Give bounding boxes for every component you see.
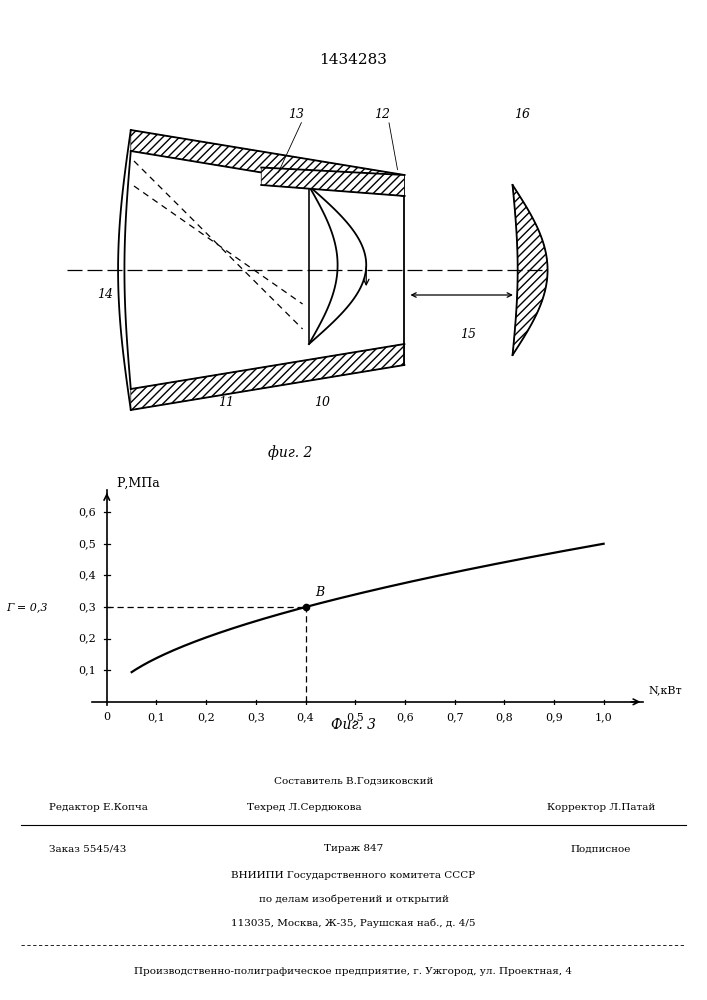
Text: 0,1: 0,1 [148, 712, 165, 722]
Text: 0,5: 0,5 [78, 539, 96, 549]
Text: 1434283: 1434283 [320, 53, 387, 67]
Text: 1,0: 1,0 [595, 712, 612, 722]
Text: 0,5: 0,5 [346, 712, 364, 722]
Text: 15: 15 [460, 328, 476, 342]
Text: Техред Л.Сердюкова: Техред Л.Сердюкова [247, 804, 361, 812]
Text: Подписное: Подписное [571, 844, 631, 853]
Text: 0,3: 0,3 [247, 712, 264, 722]
Text: 0,1: 0,1 [78, 665, 96, 675]
Text: 0: 0 [103, 712, 110, 722]
Text: Редактор Е.Копча: Редактор Е.Копча [49, 804, 148, 812]
Text: 13: 13 [288, 108, 304, 121]
Text: фиг. 2: фиг. 2 [268, 445, 312, 460]
Text: ВНИИПИ Государственного комитета СССР: ВНИИПИ Государственного комитета СССР [231, 871, 476, 880]
Text: 113035, Москва, Ж-35, Раушская наб., д. 4/5: 113035, Москва, Ж-35, Раушская наб., д. … [231, 918, 476, 928]
Text: Тираж 847: Тираж 847 [324, 844, 383, 853]
Text: 16: 16 [514, 108, 530, 121]
Text: 0,9: 0,9 [545, 712, 563, 722]
Text: 0,6: 0,6 [396, 712, 414, 722]
Text: 0,8: 0,8 [496, 712, 513, 722]
Text: 0,3: 0,3 [78, 602, 96, 612]
Text: 10: 10 [314, 396, 329, 409]
Text: N,кВт: N,кВт [648, 686, 682, 696]
Polygon shape [131, 130, 404, 196]
Text: Составитель В.Годзиковский: Составитель В.Годзиковский [274, 777, 433, 786]
Polygon shape [262, 167, 404, 196]
Text: Заказ 5545/43: Заказ 5545/43 [49, 844, 127, 853]
Text: Фиг. 3: Фиг. 3 [331, 718, 376, 732]
Text: Р,МПа: Р,МПа [117, 477, 160, 490]
Text: 0,2: 0,2 [78, 634, 96, 644]
Text: Корректор Л.Патай: Корректор Л.Патай [547, 804, 655, 812]
Text: Г = 0,3: Г = 0,3 [6, 602, 47, 612]
Text: 0,4: 0,4 [297, 712, 315, 722]
Text: 0,6: 0,6 [78, 507, 96, 517]
Polygon shape [513, 185, 547, 355]
Text: В: В [315, 586, 325, 599]
Text: Производственно-полиграфическое предприятие, г. Ужгород, ул. Проектная, 4: Производственно-полиграфическое предприя… [134, 967, 573, 976]
Polygon shape [131, 344, 404, 410]
Text: по делам изобретений и открытий: по делам изобретений и открытий [259, 894, 448, 904]
Text: 0,2: 0,2 [197, 712, 215, 722]
Text: 11: 11 [218, 396, 234, 409]
Text: 0,4: 0,4 [78, 570, 96, 580]
Text: 14: 14 [98, 288, 113, 302]
Text: 0,7: 0,7 [446, 712, 463, 722]
Text: 12: 12 [374, 108, 390, 121]
